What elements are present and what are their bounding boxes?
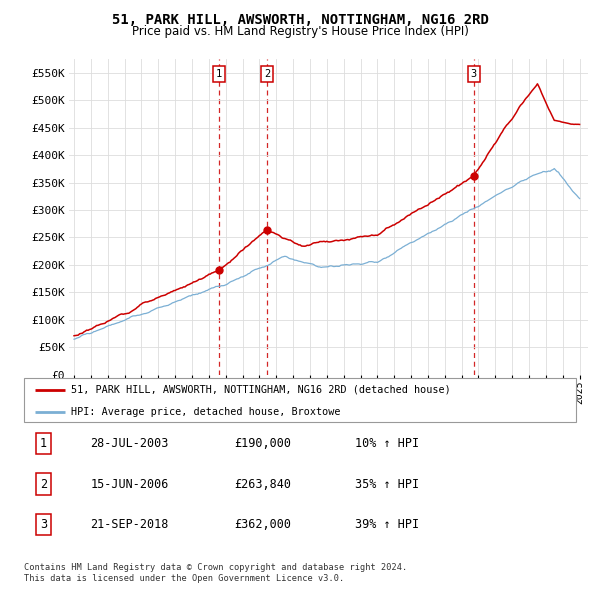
Text: Price paid vs. HM Land Registry's House Price Index (HPI): Price paid vs. HM Land Registry's House … (131, 25, 469, 38)
Text: Contains HM Land Registry data © Crown copyright and database right 2024.
This d: Contains HM Land Registry data © Crown c… (24, 563, 407, 583)
Text: 51, PARK HILL, AWSWORTH, NOTTINGHAM, NG16 2RD (detached house): 51, PARK HILL, AWSWORTH, NOTTINGHAM, NG1… (71, 385, 451, 395)
Text: £190,000: £190,000 (234, 437, 291, 450)
Text: 3: 3 (470, 69, 477, 79)
Text: 2: 2 (264, 69, 270, 79)
Text: 35% ↑ HPI: 35% ↑ HPI (355, 477, 419, 490)
Text: £263,840: £263,840 (234, 477, 291, 490)
Text: 3: 3 (40, 518, 47, 531)
Text: 15-JUN-2006: 15-JUN-2006 (90, 477, 169, 490)
Text: £362,000: £362,000 (234, 518, 291, 531)
Text: 39% ↑ HPI: 39% ↑ HPI (355, 518, 419, 531)
Text: HPI: Average price, detached house, Broxtowe: HPI: Average price, detached house, Brox… (71, 407, 340, 417)
Text: 1: 1 (215, 69, 222, 79)
FancyBboxPatch shape (24, 378, 576, 422)
Text: 51, PARK HILL, AWSWORTH, NOTTINGHAM, NG16 2RD: 51, PARK HILL, AWSWORTH, NOTTINGHAM, NG1… (112, 13, 488, 27)
Text: 28-JUL-2003: 28-JUL-2003 (90, 437, 169, 450)
Text: 2: 2 (40, 477, 47, 490)
Text: 1: 1 (40, 437, 47, 450)
Text: 21-SEP-2018: 21-SEP-2018 (90, 518, 169, 531)
Text: 10% ↑ HPI: 10% ↑ HPI (355, 437, 419, 450)
